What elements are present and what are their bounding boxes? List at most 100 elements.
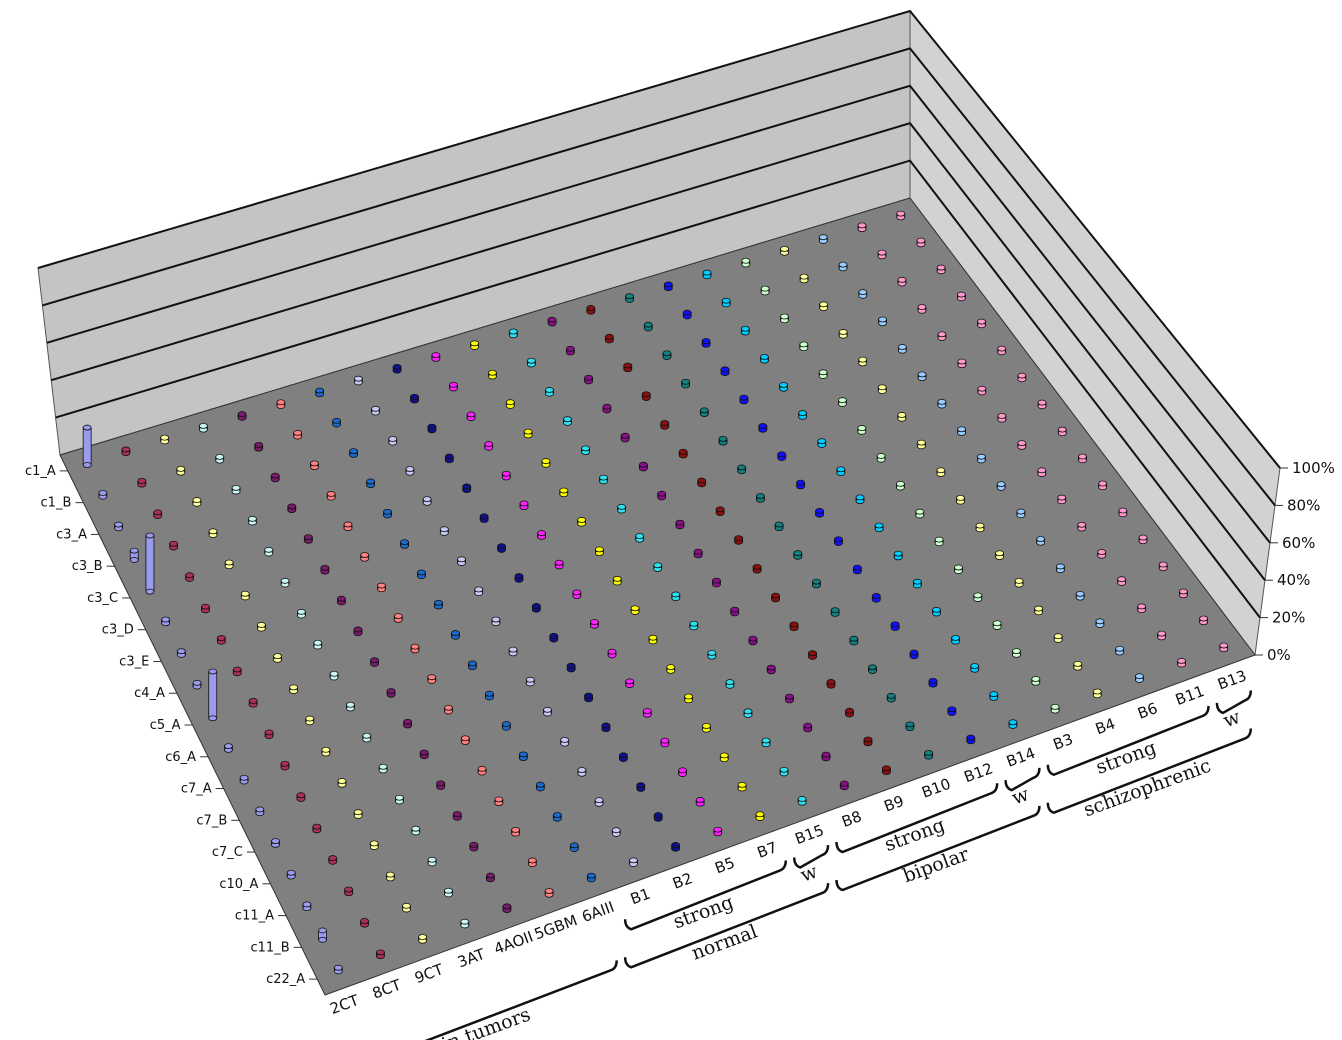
bar [444, 887, 453, 898]
bar [405, 466, 415, 476]
bar [293, 429, 303, 440]
bar [239, 774, 249, 785]
z-tick-label: 100% [1292, 459, 1335, 477]
bar [176, 648, 186, 658]
bar [353, 375, 363, 386]
bar [497, 543, 506, 553]
bar [488, 369, 497, 380]
bar [1008, 719, 1018, 729]
wall-gridline [42, 47, 1276, 507]
bar [977, 385, 987, 396]
bar [577, 767, 587, 777]
bar [393, 613, 403, 623]
column-label: 8CT [370, 975, 404, 1002]
bar [956, 495, 965, 505]
bar [774, 521, 784, 532]
bar [485, 690, 494, 701]
bar [395, 794, 404, 805]
bar [808, 650, 817, 660]
bar [760, 285, 770, 296]
bar [192, 679, 202, 690]
bar [916, 439, 926, 450]
row-label: c4_A [134, 686, 165, 701]
bar [947, 706, 957, 716]
group-label: strong [1093, 737, 1159, 779]
bar [305, 715, 315, 726]
bar [280, 760, 290, 771]
bar [161, 616, 171, 627]
bar [392, 364, 402, 374]
bar [839, 780, 849, 791]
bar [638, 461, 648, 472]
bar [541, 458, 551, 468]
bar [817, 438, 827, 448]
bar [329, 670, 339, 681]
bar [719, 752, 729, 763]
bar [1016, 508, 1026, 519]
bar [838, 397, 847, 407]
bar [897, 276, 907, 287]
bar [400, 539, 409, 549]
bar [215, 453, 225, 464]
bar [826, 679, 836, 689]
bar [519, 500, 529, 511]
bar [741, 257, 751, 268]
bar [360, 552, 370, 562]
bar [653, 562, 663, 572]
bar [254, 441, 264, 452]
bar [439, 526, 449, 536]
bar [208, 528, 218, 538]
bar [518, 751, 528, 761]
bar [1053, 633, 1063, 643]
bar [505, 399, 515, 409]
group-label: strong [882, 814, 948, 856]
bar [346, 701, 355, 712]
bar [1057, 494, 1067, 505]
bar [812, 578, 821, 589]
bar [434, 599, 443, 610]
bar [232, 666, 242, 677]
group-label: normal [689, 921, 761, 965]
bar [563, 416, 572, 426]
bar [803, 722, 813, 733]
bar [545, 387, 554, 397]
bar [789, 621, 799, 632]
bar [326, 491, 336, 501]
bar [264, 546, 274, 557]
bar [1137, 603, 1147, 614]
bar [176, 465, 186, 476]
bar [604, 333, 614, 344]
bar [970, 663, 980, 673]
bar [890, 621, 900, 631]
bar [248, 698, 258, 708]
bar [402, 902, 411, 913]
bar [995, 550, 1004, 560]
bar [612, 575, 622, 586]
bar [552, 812, 562, 822]
bar [337, 778, 347, 788]
bar [376, 949, 385, 960]
column-label: B1 [628, 885, 653, 909]
bar [623, 362, 633, 373]
bar [657, 490, 667, 501]
bar [1157, 630, 1167, 641]
bar [494, 796, 504, 806]
bar [594, 797, 604, 807]
bar [462, 483, 472, 494]
row-label: c3_B [72, 559, 103, 574]
bar [1037, 399, 1047, 410]
bar [893, 550, 903, 561]
bar [855, 494, 865, 505]
bar [427, 674, 437, 684]
bar [1014, 577, 1024, 588]
bar [620, 432, 630, 443]
bar [315, 387, 325, 398]
bar [486, 872, 495, 883]
bar [599, 474, 608, 485]
z-tick-label: 40% [1277, 571, 1310, 589]
bar [1050, 703, 1060, 714]
bar [296, 792, 306, 802]
bar [457, 556, 466, 566]
column-label: B11 [1173, 682, 1207, 709]
bar [756, 493, 765, 503]
